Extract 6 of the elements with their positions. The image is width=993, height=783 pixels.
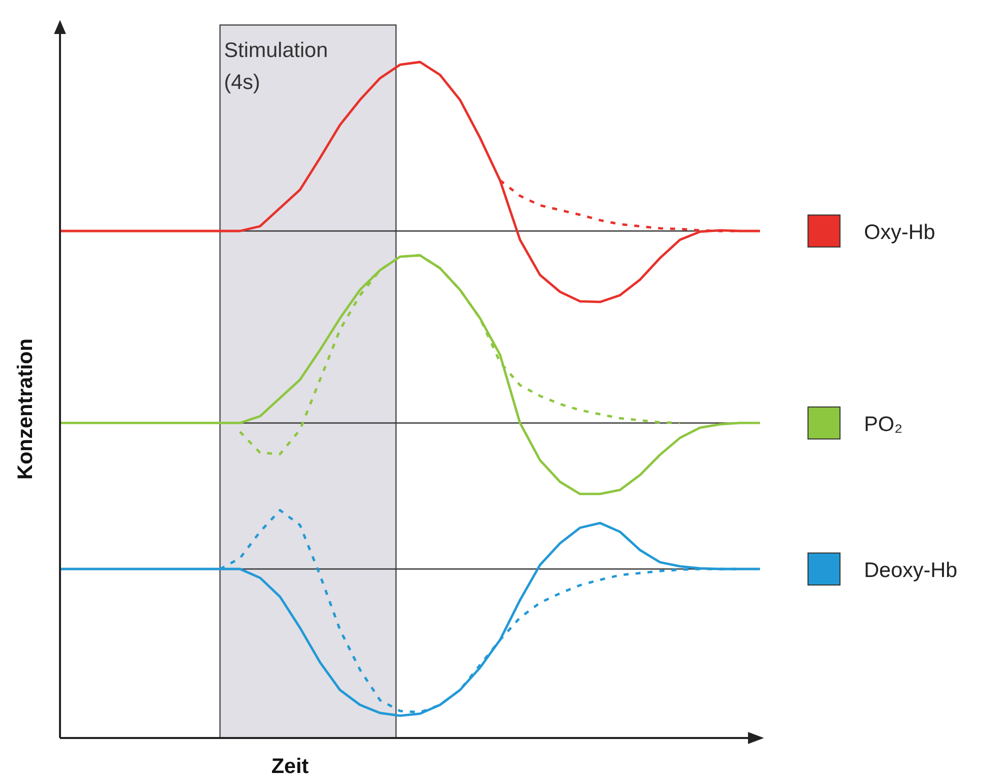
legend-label: PO₂ xyxy=(864,412,902,436)
annotation: Stimulation (4s) xyxy=(224,39,328,94)
y-axis-title: Konzentration xyxy=(14,338,37,480)
x-axis-title: Zeit xyxy=(271,755,309,778)
legend-label: Oxy-Hb xyxy=(864,221,936,244)
legend-label: Deoxy-Hb xyxy=(864,559,958,582)
